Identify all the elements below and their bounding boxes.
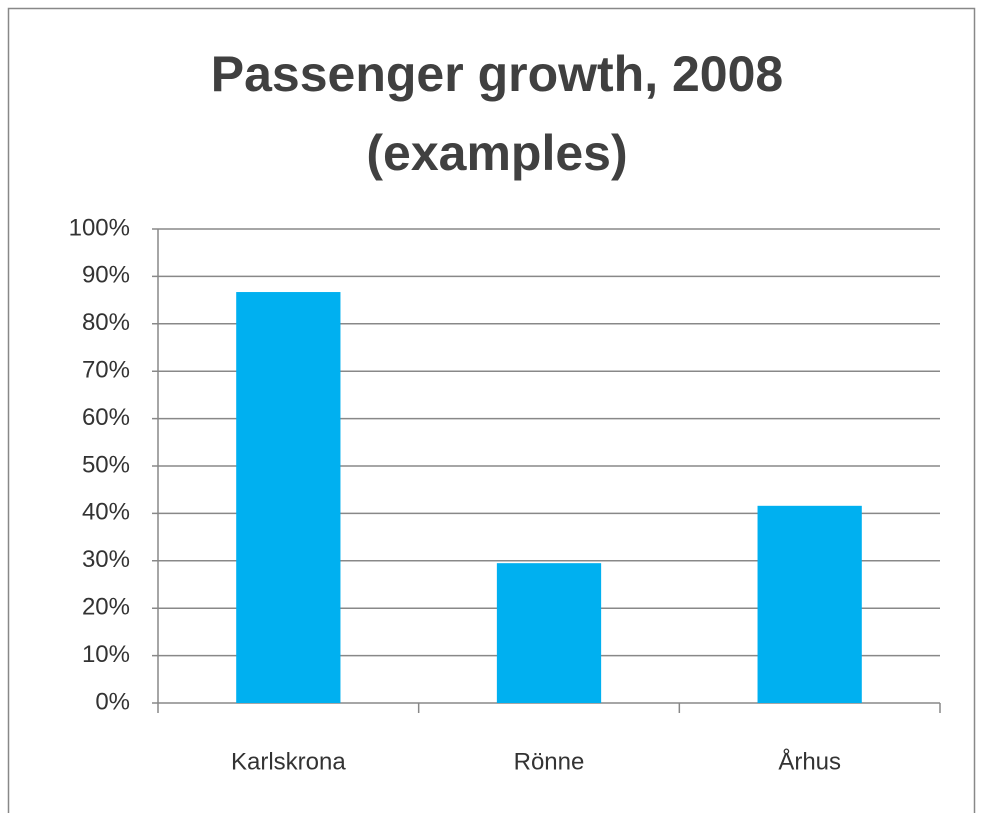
y-tick-label: 70% <box>82 357 130 384</box>
y-tick-label: 80% <box>82 309 130 336</box>
x-tick-label: Karlskrona <box>231 748 346 775</box>
y-tick-label: 20% <box>82 594 130 621</box>
y-tick-label: 50% <box>82 451 130 478</box>
x-tick-label: Århus <box>778 747 841 775</box>
x-tick-label: Rönne <box>514 748 585 775</box>
y-tick-label: 40% <box>82 499 130 526</box>
bar <box>496 563 602 703</box>
y-tick-label: 90% <box>82 262 130 289</box>
chart-title: (examples) <box>366 125 627 181</box>
y-tick-label: 60% <box>82 404 130 431</box>
y-tick-label: 10% <box>82 641 130 668</box>
chart-title: Passenger growth, 2008 <box>211 46 783 102</box>
y-tick-label: 30% <box>82 546 130 573</box>
y-tick-label: 100% <box>69 214 130 241</box>
bar <box>757 505 862 703</box>
bar <box>236 292 341 703</box>
y-tick-label: 0% <box>95 688 130 715</box>
